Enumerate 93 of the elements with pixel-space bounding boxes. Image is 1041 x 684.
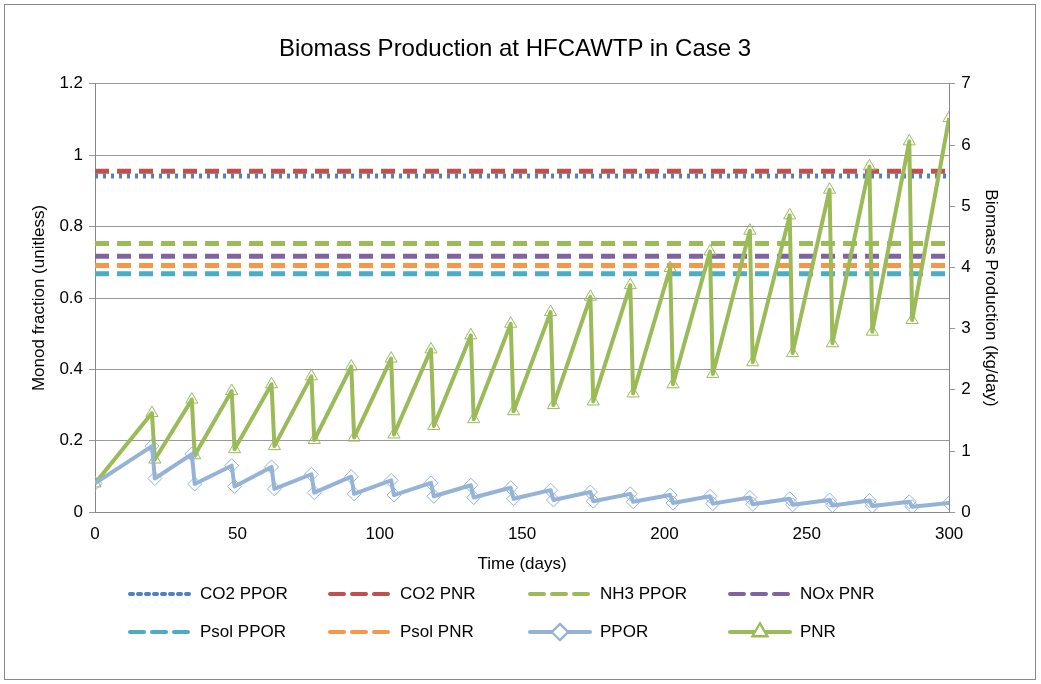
point — [543, 482, 559, 498]
point — [504, 316, 518, 328]
point — [785, 497, 801, 513]
point — [822, 492, 838, 508]
legend-label: PPOR — [600, 621, 649, 641]
point — [743, 223, 757, 235]
y2-tick-label: 3 — [961, 318, 971, 338]
chart-title: Biomass Production at HFCAWTP in Case 3 — [278, 34, 752, 62]
legend-label: NH3 PPOR — [600, 583, 687, 603]
point — [745, 496, 761, 512]
y2-tick-label: 6 — [961, 134, 971, 154]
point — [585, 493, 601, 509]
point — [386, 487, 402, 503]
legend-label: NOx PNR — [800, 583, 875, 603]
y2-tick-label: 2 — [961, 379, 971, 399]
point — [426, 488, 442, 504]
point — [865, 324, 879, 336]
point — [225, 383, 239, 396]
y2-tick-label: 0 — [961, 501, 971, 521]
point — [623, 277, 637, 290]
y2-tick-label: 7 — [961, 73, 971, 93]
point — [742, 490, 758, 506]
legend-label: CO2 PPOR — [200, 583, 288, 603]
y2-tick-label: 4 — [961, 257, 971, 277]
point — [583, 289, 597, 301]
x-axis-title: Time (days) — [477, 554, 567, 574]
point — [662, 487, 678, 503]
x-tick-label: 50 — [227, 524, 247, 544]
y-tick-label: 0.4 — [59, 359, 84, 379]
point — [343, 469, 359, 485]
x-tick-label: 0 — [90, 524, 100, 544]
point — [862, 158, 876, 171]
point — [466, 490, 482, 506]
point — [145, 405, 159, 418]
y-tick-label: 0.6 — [59, 287, 84, 307]
point — [383, 472, 399, 488]
point — [346, 486, 362, 502]
x-tick-label: 150 — [507, 524, 537, 544]
y2-tick-label: 1 — [961, 440, 971, 460]
legend-label: Psol PPOR — [200, 621, 286, 641]
x-tick-label: 300 — [934, 524, 964, 544]
point — [663, 260, 677, 273]
point — [306, 485, 322, 501]
point — [266, 481, 282, 497]
x-tick-label: 200 — [650, 524, 679, 544]
point — [464, 327, 478, 340]
point — [264, 376, 279, 389]
point — [224, 458, 240, 474]
point — [901, 494, 917, 510]
x-tick-label: 250 — [792, 524, 821, 544]
x-tick-label: 100 — [365, 524, 394, 544]
point — [622, 486, 638, 502]
y-tick-label: 1 — [73, 144, 84, 164]
legend-label: CO2 PNR — [400, 583, 476, 603]
point — [902, 133, 916, 146]
point — [264, 459, 280, 475]
y-tick-label: 0.8 — [59, 216, 84, 236]
point — [782, 491, 798, 507]
point — [503, 480, 519, 496]
point — [705, 496, 721, 512]
point — [424, 341, 438, 354]
point — [185, 392, 199, 404]
legend-label: Psol PNR — [400, 621, 474, 641]
point — [506, 491, 522, 507]
point — [544, 304, 558, 317]
point — [304, 368, 318, 381]
point — [303, 466, 319, 482]
point — [423, 475, 439, 491]
point — [147, 471, 163, 487]
y2-axis-title: Biomass Production (kg/day) — [982, 189, 1002, 407]
legend-label: PNR — [800, 621, 836, 641]
point — [703, 243, 717, 256]
point — [625, 494, 641, 510]
y-tick-label: 0.2 — [59, 430, 84, 450]
point — [823, 182, 837, 194]
point — [904, 499, 920, 513]
point — [545, 492, 561, 508]
point — [144, 438, 160, 454]
y-tick-label: 0 — [73, 501, 84, 521]
point — [824, 497, 840, 513]
point — [463, 477, 479, 493]
point — [864, 498, 880, 513]
point — [702, 488, 718, 504]
y-axis-title: Monod fraction (unitless) — [28, 204, 48, 392]
y2-tick-label: 5 — [961, 195, 971, 215]
point — [861, 493, 877, 509]
point — [184, 446, 200, 462]
point — [344, 359, 358, 371]
point — [582, 484, 598, 500]
point — [384, 351, 398, 363]
point — [783, 207, 797, 220]
point — [187, 476, 203, 492]
y-tick-label: 1.2 — [59, 73, 84, 93]
